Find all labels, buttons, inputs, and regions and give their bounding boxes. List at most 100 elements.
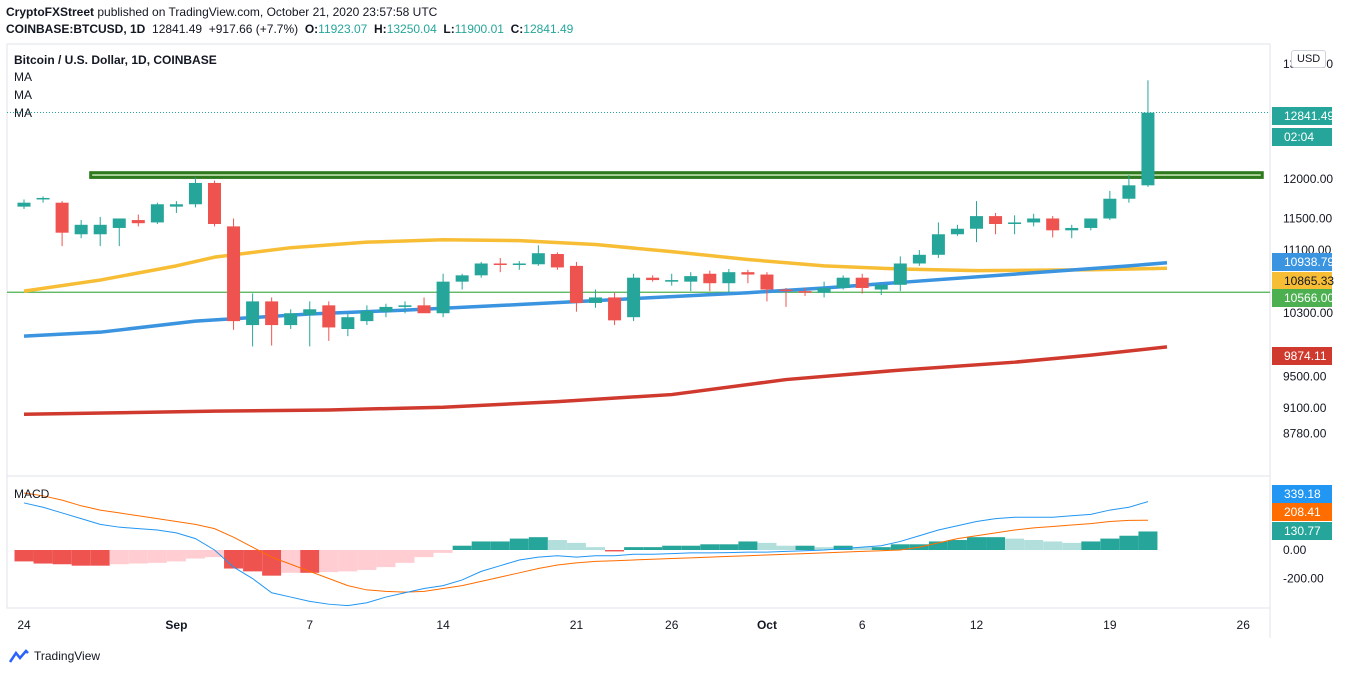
- publisher-name[interactable]: CryptoFXStreet: [6, 5, 95, 19]
- countdown-label: 02:04: [1272, 128, 1332, 146]
- candle: [760, 272, 774, 302]
- candle-body: [1084, 218, 1098, 228]
- candle-body: [779, 289, 793, 292]
- candle: [150, 202, 164, 225]
- candle: [893, 256, 907, 292]
- macd-histogram-bar: [338, 550, 358, 572]
- time-tick: 21: [570, 618, 584, 632]
- candle: [1141, 80, 1155, 187]
- tradingview-text: TradingView: [34, 649, 101, 663]
- candle-body: [589, 297, 602, 303]
- candle-body: [303, 309, 317, 315]
- plot-border: [6, 43, 1271, 609]
- candle-body: [1027, 218, 1041, 223]
- candle-body: [436, 281, 450, 314]
- macd-histogram-bar: [109, 550, 129, 565]
- ma-label-3[interactable]: MA: [14, 106, 32, 120]
- candle: [398, 301, 412, 314]
- candle: [912, 250, 926, 266]
- macd-label[interactable]: MACD: [14, 487, 50, 501]
- candle-body: [512, 263, 526, 265]
- macd-value-label-text: 130.77: [1284, 524, 1321, 538]
- candle: [284, 309, 298, 330]
- macd-value-label-bg: [1272, 522, 1332, 540]
- macd-histogram-bar: [1043, 541, 1063, 550]
- macd-value-label-text: 208.41: [1284, 505, 1321, 519]
- macd-line: [23, 501, 1149, 607]
- macd-histogram-bar: [986, 537, 1006, 550]
- candle: [608, 292, 622, 326]
- candle-body: [1046, 218, 1060, 231]
- candle-body: [893, 263, 907, 285]
- candle-body: [455, 275, 469, 282]
- low-label: L:: [443, 22, 455, 36]
- price-tick: 11500.00: [1283, 211, 1332, 225]
- macd-histogram-bar: [1024, 540, 1044, 550]
- candle-body: [169, 204, 183, 207]
- symbol-label: COINBASE:BTCUSD, 1D: [6, 22, 146, 36]
- macd-histogram-bar: [262, 550, 282, 576]
- macd-histogram-bar: [852, 547, 872, 550]
- candle: [131, 214, 145, 227]
- publish-info: CryptoFXStreet published on TradingView.…: [6, 5, 437, 19]
- macd-histogram-bar: [890, 544, 910, 550]
- countdown-label-bg: [1272, 128, 1332, 146]
- candle-body: [760, 274, 774, 290]
- macd-histogram-bar: [14, 550, 34, 562]
- candle-body: [665, 280, 679, 282]
- candle: [265, 297, 279, 346]
- time-tick: 19: [1103, 618, 1117, 632]
- price-label: 10938.79: [1272, 253, 1334, 271]
- macd-histogram-bar: [128, 550, 148, 564]
- price-tick: 9500.00: [1283, 369, 1327, 383]
- candle: [950, 224, 964, 236]
- macd-histogram-bar: [433, 550, 453, 553]
- macd-tick: 0.00: [1283, 543, 1307, 557]
- price-labels: 12841.49 10938.79 10865.33 10566.00 9874.11 0…: [1272, 107, 1334, 540]
- candle: [722, 269, 736, 293]
- time-tick: 14: [436, 618, 450, 632]
- ma-label-1[interactable]: MA: [14, 70, 32, 84]
- candle-body: [627, 277, 641, 318]
- candle: [589, 289, 602, 308]
- candle-body: [36, 197, 50, 200]
- currency-button[interactable]: USD: [1291, 50, 1327, 68]
- candle: [1027, 213, 1041, 227]
- candle: [1046, 216, 1060, 238]
- macd-histogram-bar: [71, 550, 91, 566]
- time-axis[interactable]: 24 Sep 7 14 21 26 Oct 6 12 19 26: [17, 618, 1250, 632]
- candle-body: [398, 305, 412, 307]
- macd-histogram-bar: [490, 541, 510, 550]
- candle-body: [931, 234, 945, 255]
- ma-label-2[interactable]: MA: [14, 88, 32, 102]
- candle-body: [836, 277, 850, 288]
- macd-value-label: 339.18: [1272, 485, 1332, 503]
- macd-signal-line: [23, 492, 1148, 593]
- price-tick: 8780.00: [1283, 426, 1327, 440]
- time-tick: 6: [859, 618, 866, 632]
- chart-frame: [6, 43, 1271, 638]
- time-tick: Oct: [757, 618, 777, 632]
- candle-body: [188, 182, 202, 205]
- candle: [17, 199, 31, 210]
- macd-histogram-bar: [967, 537, 986, 550]
- price-label: 10566.00: [1272, 289, 1334, 307]
- candle: [1065, 224, 1079, 239]
- candle: [493, 257, 507, 273]
- candle: [703, 270, 717, 292]
- candle: [989, 212, 1003, 235]
- open-value: 11923.07: [318, 22, 368, 36]
- candle: [208, 180, 221, 227]
- candle-body: [131, 220, 145, 224]
- price-label-bg: [1272, 272, 1332, 290]
- macd-histogram-bar: [1062, 542, 1082, 550]
- high-label: H:: [374, 22, 387, 36]
- macd-histogram-bar: [662, 545, 682, 550]
- candle-body: [17, 202, 31, 207]
- price-label-text: 12841.49: [1284, 109, 1334, 123]
- tradingview-logo[interactable]: TradingView: [6, 649, 100, 663]
- macd-histogram-bar: [52, 550, 72, 565]
- macd-histogram-bar: [947, 540, 967, 550]
- macd-histogram-bar: [357, 550, 377, 570]
